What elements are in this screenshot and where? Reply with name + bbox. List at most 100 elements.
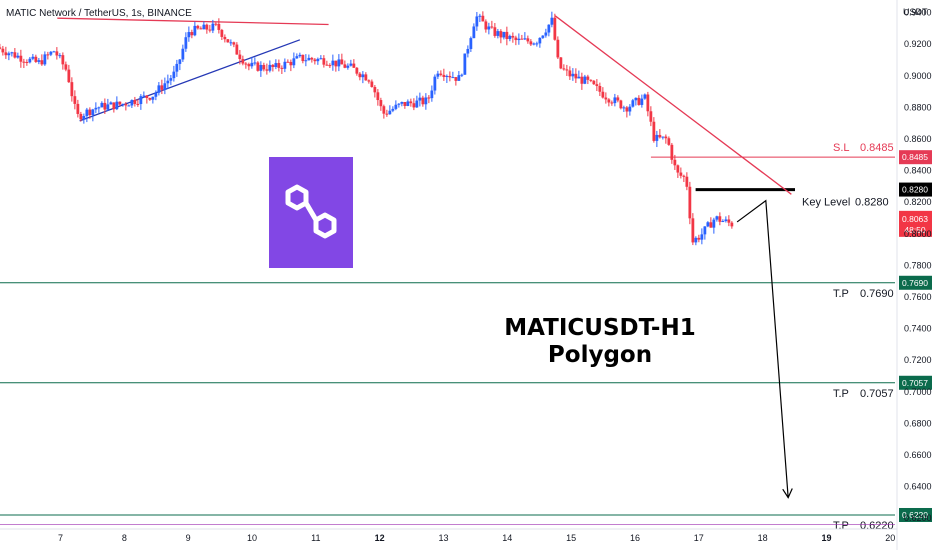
candle-body: [409, 101, 413, 104]
trendline-descending-resistance: [554, 15, 792, 195]
candle-body: [220, 29, 224, 37]
candle-body: [229, 42, 233, 44]
candle-body: [703, 226, 707, 235]
time-tick-label: 9: [186, 533, 191, 543]
candle-body: [316, 58, 320, 62]
price-tick-label: 0.9200: [904, 39, 932, 49]
price-tick-label: 0.7800: [904, 260, 932, 270]
candle-body: [694, 237, 698, 243]
candle-body: [16, 55, 20, 58]
candle-body: [412, 103, 416, 108]
candle-body: [28, 58, 32, 63]
candle-body: [364, 74, 368, 81]
quote-currency-label: USDT: [903, 7, 928, 17]
candle-body: [706, 222, 710, 227]
price-tick-label: 0.6400: [904, 482, 932, 492]
candle-body: [451, 77, 455, 79]
candle-body: [232, 42, 236, 45]
candle-body: [313, 59, 317, 62]
candle-body: [469, 38, 473, 49]
candle-body: [535, 43, 539, 45]
candle-body: [142, 95, 146, 97]
level-name-label: S.L: [833, 142, 850, 154]
candle-body: [196, 25, 200, 29]
candle-body: [157, 85, 161, 93]
candle-body: [337, 59, 341, 67]
level-price-badge-text: 0.8485: [902, 152, 928, 162]
time-tick-label: 11: [311, 533, 320, 543]
candle-body: [34, 56, 38, 62]
candle-body: [427, 97, 431, 99]
candle-body: [49, 51, 53, 55]
candle-body: [88, 109, 92, 116]
candle-body: [541, 35, 545, 38]
candle-body: [724, 219, 728, 222]
candle-body: [445, 75, 449, 78]
candle-body: [367, 80, 371, 82]
candle-body: [256, 62, 260, 71]
candle-body: [148, 98, 152, 100]
candle-body: [4, 52, 8, 56]
price-tick-label: 0.8600: [904, 134, 932, 144]
candle-body: [343, 64, 347, 68]
symbol-info[interactable]: MATIC Network / TetherUS, 1s, BINANCE: [6, 8, 192, 19]
candle-body: [10, 52, 14, 54]
candle-body: [247, 64, 251, 67]
candle-body: [661, 136, 665, 138]
candle-body: [532, 43, 536, 45]
candle-body: [511, 35, 515, 38]
candle-body: [94, 107, 98, 110]
candle-body: [415, 100, 419, 108]
candle-body: [628, 106, 632, 112]
candle-body: [676, 165, 680, 173]
candle-body: [496, 31, 500, 36]
candle-body: [283, 61, 287, 69]
candle-body: [571, 73, 575, 77]
level-price-badge: [899, 150, 932, 165]
time-tick-label: 16: [630, 533, 640, 543]
candle-body: [454, 77, 458, 81]
candle-body: [25, 62, 29, 64]
candle-body: [217, 23, 221, 30]
candle-body: [352, 63, 356, 68]
candle-body: [115, 101, 119, 110]
candle-body: [556, 39, 560, 58]
candle-body: [547, 24, 551, 33]
candle-body: [601, 91, 605, 98]
candle-body: [487, 26, 491, 30]
candle-body: [475, 16, 479, 27]
candle-body: [589, 79, 593, 81]
candle-body: [433, 76, 437, 91]
candle-body: [400, 101, 404, 104]
candle-body: [718, 216, 722, 222]
level-price-badge-text: 0.7057: [902, 378, 928, 388]
candle-body: [349, 63, 353, 66]
candle-body: [529, 41, 533, 45]
time-tick-label: 12: [375, 533, 385, 543]
candle-body: [190, 32, 194, 36]
level-name-label: T.P: [833, 520, 849, 532]
candle-body: [85, 109, 89, 117]
candle-body: [595, 84, 599, 86]
candle-body: [76, 103, 80, 114]
candle-body: [61, 55, 65, 65]
level-value-label: 0.8280: [855, 197, 889, 209]
candle-body: [127, 105, 131, 107]
candle-body: [181, 48, 185, 60]
candle-body: [193, 25, 197, 36]
candle-body: [622, 107, 626, 109]
candle-body: [133, 99, 137, 104]
candle-body: [208, 29, 212, 31]
candle-body: [712, 219, 716, 228]
candle-body: [424, 97, 428, 105]
candle-body: [502, 31, 506, 38]
main-subtitle: Polygon: [548, 342, 652, 368]
candle-body: [472, 26, 476, 39]
candle-body: [649, 111, 653, 122]
polygon-logo-icon: [269, 157, 353, 268]
candle-body: [277, 63, 281, 68]
price-tick-label: 0.6600: [904, 450, 932, 460]
candle-body: [688, 186, 692, 219]
candle-body: [520, 38, 524, 40]
